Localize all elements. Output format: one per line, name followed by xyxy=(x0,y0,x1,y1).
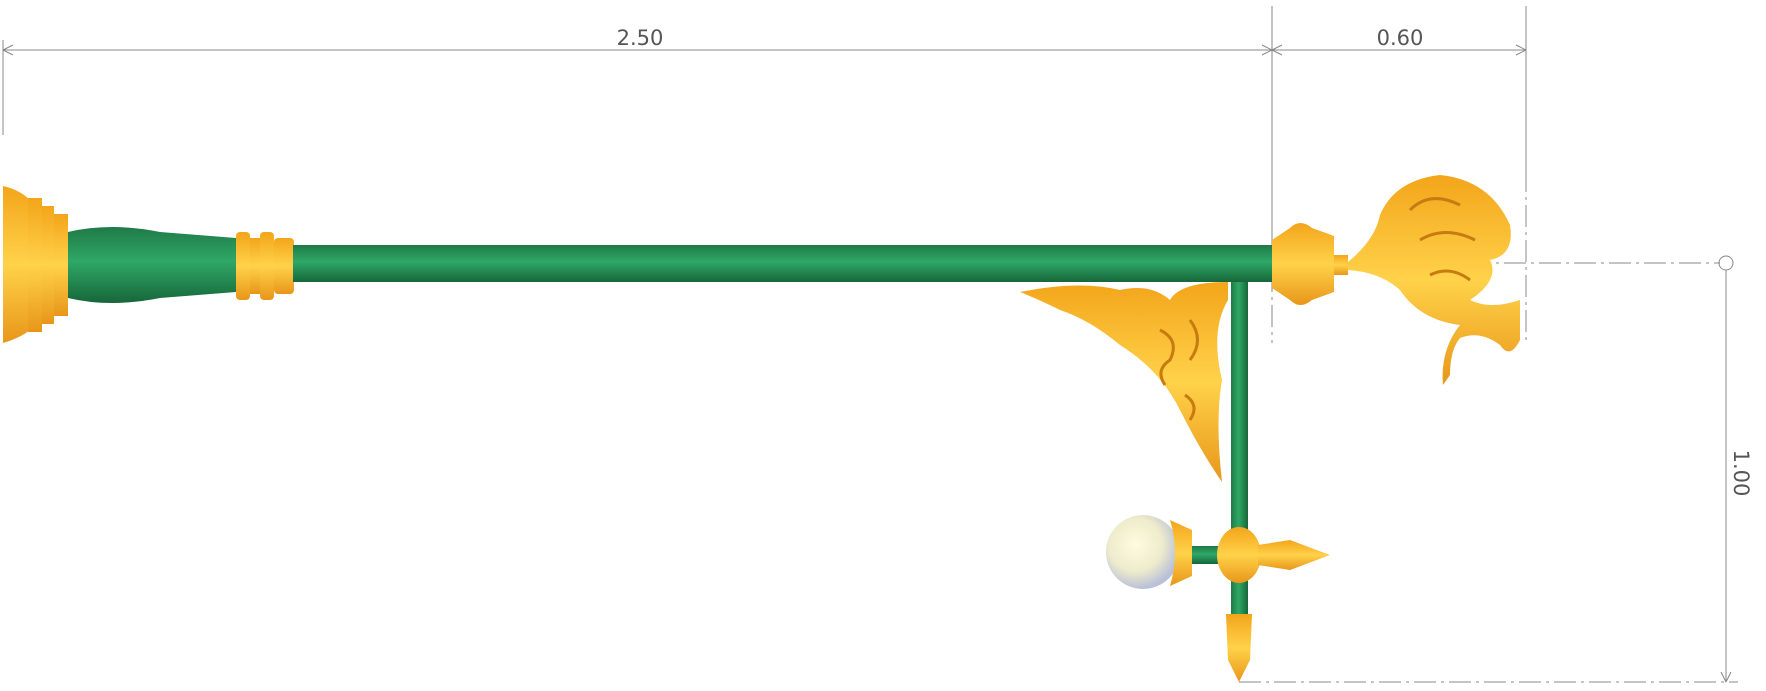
dimension-label: 2.50 xyxy=(617,26,664,50)
lamp-pole xyxy=(3,175,1520,682)
dimension-label: 1.00 xyxy=(1729,450,1753,497)
dimension-lines xyxy=(2,6,1738,683)
dimension-label: 0.60 xyxy=(1377,26,1424,50)
